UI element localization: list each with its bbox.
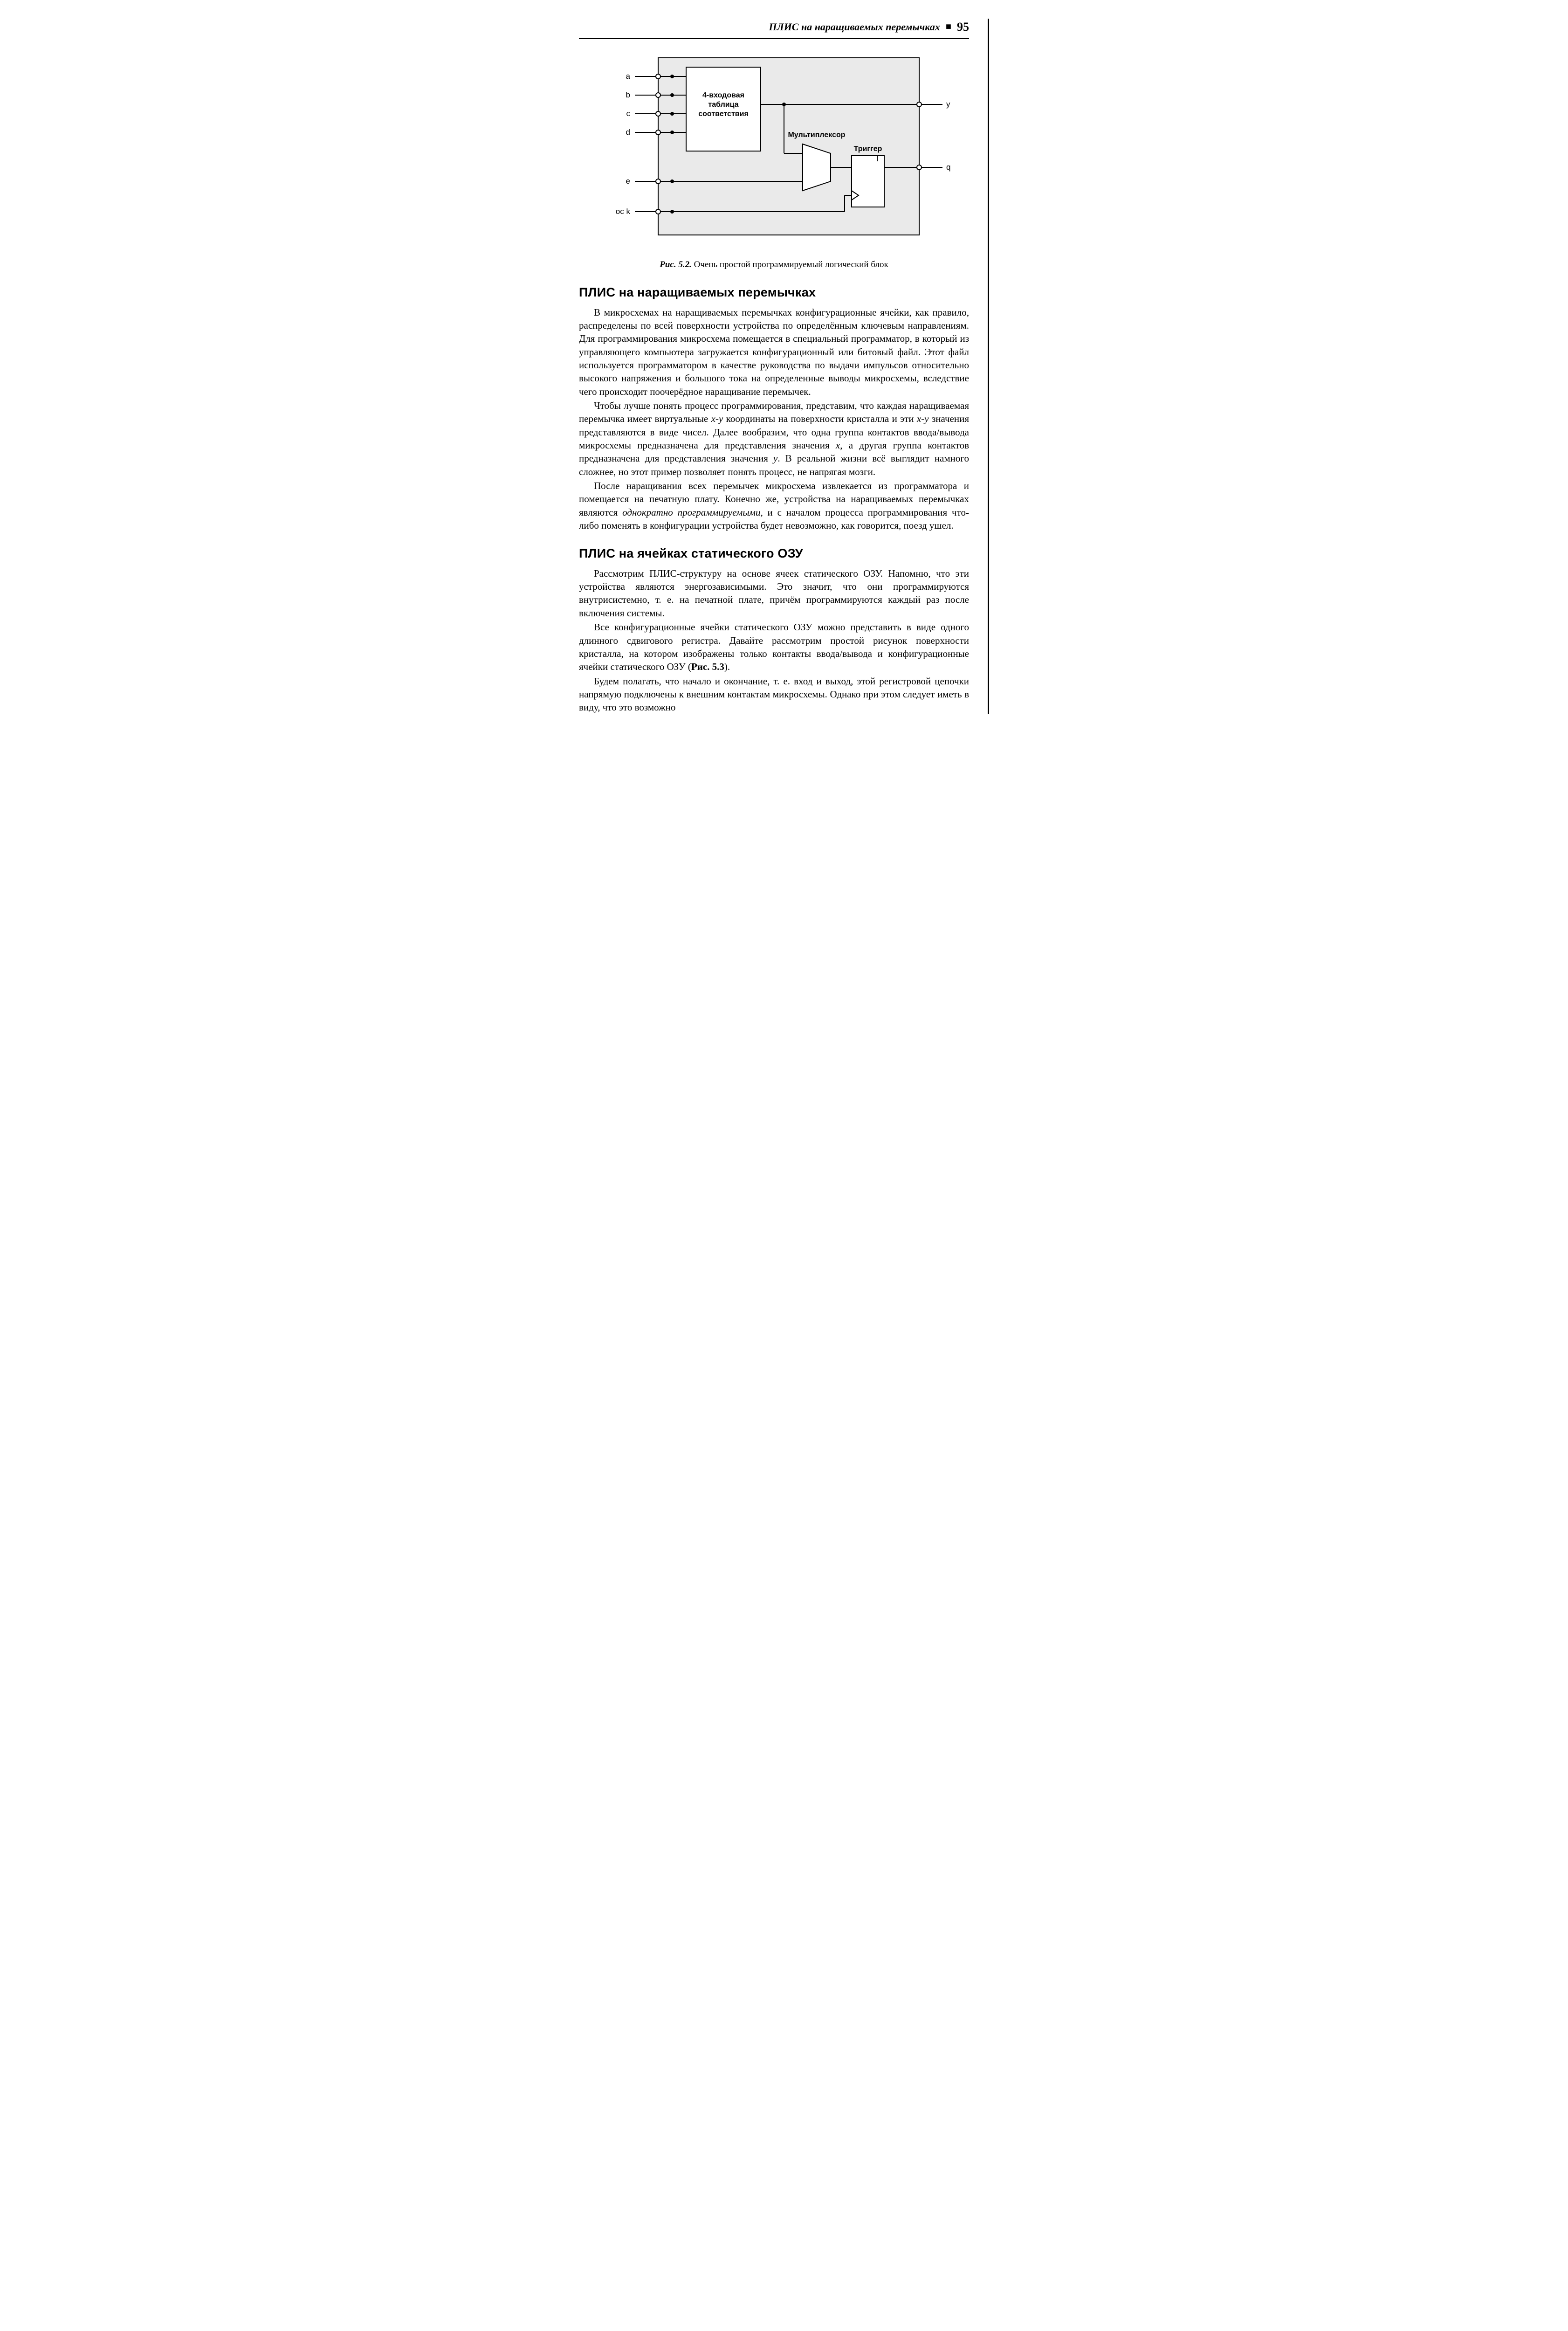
figure-5-2: 4-входовая таблица соответствия Мультипл…: [616, 53, 952, 252]
svg-text:y: y: [946, 100, 950, 109]
svg-text:a: a: [626, 72, 631, 81]
xy-term: x-y: [917, 413, 929, 424]
figure-caption: Рис. 5.2. Очень простой программируемый …: [579, 259, 969, 271]
svg-text:q: q: [946, 163, 950, 172]
svg-text:d: d: [626, 128, 630, 137]
running-header: ПЛИС на наращиваемых перемычках ■ 95: [579, 19, 969, 39]
section1-para2: Чтобы лучше понять процесс программирова…: [579, 399, 969, 478]
figure-ref: Рис. 5.3: [691, 661, 724, 672]
figure-caption-text: Очень простой программируемый логический…: [694, 260, 888, 269]
svg-text:соответствия: соответствия: [698, 110, 749, 118]
section-heading-2: ПЛИС на ячейках статического ОЗУ: [579, 545, 969, 562]
page-number: 95: [957, 19, 969, 35]
x-term: x: [836, 440, 840, 451]
xy-term: x-y: [711, 413, 723, 424]
svg-text:cloc k: cloc k: [616, 207, 630, 216]
header-bullet-icon: ■: [944, 21, 953, 33]
section2-para1: Рассмотрим ПЛИС-структуру на основе ячее…: [579, 567, 969, 620]
section2-para2: Все конфигурационные ячейки статического…: [579, 621, 969, 673]
svg-text:b: b: [626, 90, 630, 99]
one-time-programmable-term: однократно программируемыми: [622, 507, 760, 518]
svg-text:Триггер: Триггер: [854, 145, 882, 153]
figure-label: Рис. 5.2.: [660, 260, 692, 269]
svg-text:Мультиплексор: Мультиплексор: [788, 131, 845, 139]
svg-text:e: e: [626, 177, 630, 186]
svg-text:c: c: [626, 109, 631, 118]
y-term: y: [773, 453, 777, 464]
section-heading-1: ПЛИС на наращиваемых перемычках: [579, 284, 969, 301]
section1-para1: В микросхемах на наращиваемых перемычках…: [579, 306, 969, 398]
section1-para3: После наращивания всех перемычек микросх…: [579, 479, 969, 532]
svg-text:4-входовая: 4-входовая: [702, 91, 744, 99]
svg-text:таблица: таблица: [708, 101, 738, 109]
logic-block-diagram: 4-входовая таблица соответствия Мультипл…: [616, 53, 952, 249]
section2-para3: Будем полагать, что начало и окончание, …: [579, 675, 969, 714]
header-title: ПЛИС на наращиваемых перемычках: [769, 20, 940, 34]
